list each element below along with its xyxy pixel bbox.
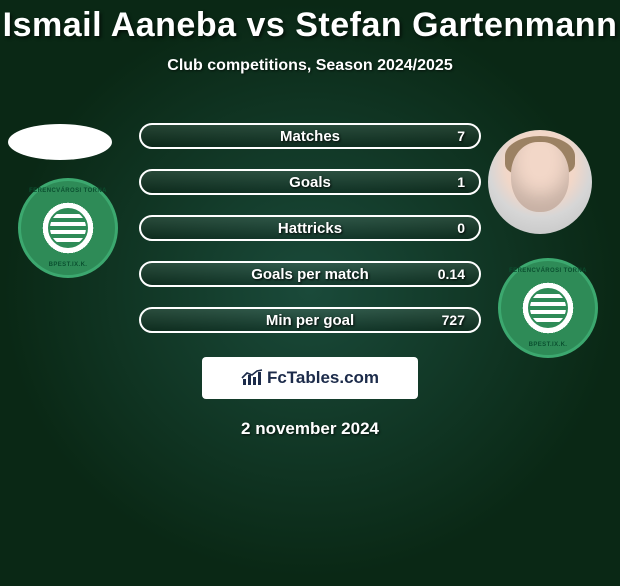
stat-row: Min per goal 727 [139, 307, 481, 333]
badge-text-top: FERENCVÁROSI TORNA [29, 188, 107, 194]
stat-value-right: 727 [442, 312, 465, 328]
stat-label: Hattricks [278, 220, 342, 237]
stat-row: Goals 1 [139, 169, 481, 195]
stat-label: Min per goal [266, 312, 354, 329]
club-badge-right: FERENCVÁROSI TORNA BPEST.IX.K. [498, 258, 598, 358]
stat-label: Goals [289, 174, 331, 191]
brand-text: FcTables.com [267, 368, 379, 388]
footer-date: 2 november 2024 [0, 419, 620, 439]
badge-text-bottom: BPEST.IX.K. [529, 342, 568, 348]
badge-inner-icon [528, 288, 568, 328]
stat-label: Goals per match [251, 266, 369, 283]
badge-inner-icon [48, 208, 88, 248]
brand-box: FcTables.com [202, 357, 418, 399]
stat-value-right: 0.14 [438, 266, 465, 282]
page-title: Ismail Aaneba vs Stefan Gartenmann [0, 6, 620, 45]
club-badge-left: FERENCVÁROSI TORNA BPEST.IX.K. [18, 178, 118, 278]
player-avatar-right [488, 130, 592, 234]
badge-text-bottom: BPEST.IX.K. [49, 262, 88, 268]
stat-label: Matches [280, 128, 340, 145]
badge-text-top: FERENCVÁROSI TORNA [509, 268, 587, 274]
stat-value-right: 7 [457, 128, 465, 144]
stat-row: Matches 7 [139, 123, 481, 149]
page-subtitle: Club competitions, Season 2024/2025 [0, 57, 620, 75]
stat-row: Hattricks 0 [139, 215, 481, 241]
stat-value-right: 1 [457, 174, 465, 190]
player-avatar-left [8, 124, 112, 160]
stat-row: Goals per match 0.14 [139, 261, 481, 287]
chart-icon [241, 369, 263, 387]
stat-value-right: 0 [457, 220, 465, 236]
